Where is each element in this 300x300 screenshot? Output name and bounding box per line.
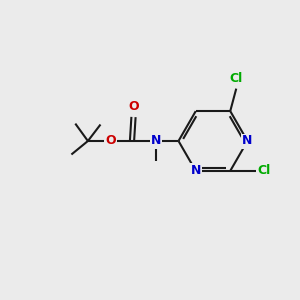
Text: Cl: Cl xyxy=(257,164,271,177)
Text: O: O xyxy=(128,100,139,113)
Text: N: N xyxy=(151,134,161,148)
Text: O: O xyxy=(105,134,116,148)
Text: N: N xyxy=(190,164,201,177)
Text: N: N xyxy=(242,134,253,148)
Text: Cl: Cl xyxy=(230,72,243,85)
